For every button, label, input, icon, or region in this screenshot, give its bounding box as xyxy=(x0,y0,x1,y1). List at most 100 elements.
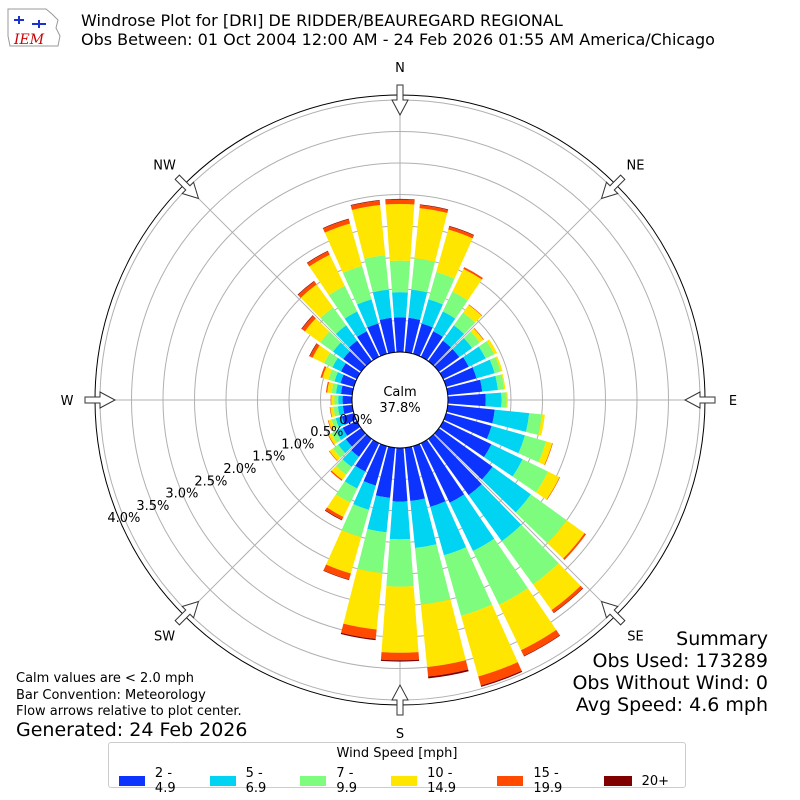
windrose-bar xyxy=(355,439,380,472)
windrose-bar xyxy=(335,384,343,395)
windrose-bar xyxy=(436,229,473,279)
windrose-bar xyxy=(389,501,411,540)
windrose-bar xyxy=(342,450,360,468)
windrose-bar xyxy=(325,381,330,393)
windrose-bar xyxy=(380,659,420,662)
windrose-bar xyxy=(463,346,486,367)
windrose-bar xyxy=(442,291,468,319)
windrose-bar xyxy=(392,292,408,318)
windrose-bars xyxy=(297,198,587,687)
windrose-bar xyxy=(485,392,502,408)
windrose-bar xyxy=(357,299,379,328)
legend-swatch xyxy=(119,776,145,786)
windrose-bar xyxy=(307,251,330,267)
windrose-bar xyxy=(392,447,408,502)
windrose-bar xyxy=(520,629,560,656)
windrose-bar xyxy=(331,418,339,430)
windrose-bar xyxy=(512,459,549,493)
summary-box: Summary Obs Used: 173289 Obs Without Win… xyxy=(572,628,768,716)
windrose-bar xyxy=(328,450,338,462)
legend-label: 5 - 6.9 xyxy=(245,766,267,796)
windrose-bar xyxy=(472,359,495,379)
windrose-bar xyxy=(335,427,348,441)
direction-label-sw: SW xyxy=(154,629,175,644)
windrose-bar xyxy=(329,407,333,418)
windrose-bar xyxy=(357,528,387,574)
windrose-bar xyxy=(345,428,366,447)
windrose-bar xyxy=(385,203,415,262)
windrose-bar xyxy=(312,345,331,364)
radial-tick-label: 2.0% xyxy=(223,462,256,477)
windrose-bar xyxy=(331,466,347,480)
windrose-bar xyxy=(327,434,335,446)
windrose-bar xyxy=(463,304,482,323)
windrose-bar xyxy=(331,431,342,443)
windrose-bar xyxy=(404,317,421,354)
radial-tick-label: 1.5% xyxy=(252,450,285,465)
windrose-bar xyxy=(501,392,507,408)
windrose-bar xyxy=(338,395,343,405)
flow-arrow-shape xyxy=(174,174,200,200)
flow-arrow-icon xyxy=(391,84,409,117)
windrose-bar xyxy=(434,428,493,480)
windrose-bar xyxy=(433,311,456,337)
windrose-bar xyxy=(326,494,351,517)
windrose-bar xyxy=(301,315,316,332)
windrose-bar xyxy=(344,465,366,489)
legend-title: Wind Speed [mph] xyxy=(336,746,458,761)
grid-spoke xyxy=(433,183,617,367)
windrose-bar xyxy=(322,366,333,380)
legend: Wind Speed [mph] 2 - 4.9 5 - 6.9 7 - 9.9 10… xyxy=(108,742,686,796)
windrose-bar xyxy=(328,369,338,382)
windrose-bar xyxy=(320,331,341,352)
radial-tick-label: 0.5% xyxy=(310,425,343,440)
windrose-bar xyxy=(415,544,451,605)
windrose-bar xyxy=(446,379,483,396)
windrose-bar xyxy=(538,441,553,465)
windrose-bar xyxy=(342,404,354,415)
windrose-bar xyxy=(480,375,498,392)
windrose-bar xyxy=(341,623,377,639)
radial-tick-label: 1.0% xyxy=(281,437,314,452)
windrose-bar xyxy=(309,254,345,296)
windrose-bar xyxy=(335,481,358,503)
radial-tick-label: 3.5% xyxy=(136,499,169,514)
note-bar-convention: Bar Convention: Meteorology xyxy=(16,687,206,703)
windrose-bar xyxy=(453,312,476,334)
windrose-bar xyxy=(335,459,352,475)
flow-arrow-icon xyxy=(600,174,626,200)
windrose-bar xyxy=(470,328,484,343)
windrose-bar xyxy=(304,318,330,343)
windrose-bar xyxy=(463,267,483,280)
windrose-bar xyxy=(544,443,553,466)
windrose-bar xyxy=(449,225,475,236)
windrose-bar xyxy=(340,374,357,387)
generated-date: Generated: 24 Feb 2026 xyxy=(16,719,248,741)
windrose-bar xyxy=(350,199,380,206)
windrose-bar xyxy=(375,446,396,498)
windrose-bar xyxy=(363,443,387,486)
windrose-bar xyxy=(452,337,473,358)
windrose-bar xyxy=(381,586,419,653)
windrose-bar xyxy=(446,404,495,424)
windrose-bar xyxy=(342,420,361,436)
legend-item: 5 - 6.9 xyxy=(209,766,285,796)
windrose-bar xyxy=(553,587,584,614)
windrose-bar xyxy=(306,250,329,264)
windrose-bar xyxy=(329,448,341,461)
windrose-bar xyxy=(341,413,357,425)
windrose-bar xyxy=(439,420,492,458)
windrose-bar xyxy=(413,443,446,507)
windrose-bar xyxy=(428,669,469,679)
windrose-bar xyxy=(298,281,317,298)
flow-arrow-icon xyxy=(174,174,200,200)
windrose-bar xyxy=(434,348,460,372)
windrose-bar xyxy=(525,413,542,435)
windrose-bar xyxy=(411,258,435,293)
windrose-bar xyxy=(330,394,332,406)
legend-swatch xyxy=(603,776,632,786)
windrose-bar xyxy=(330,406,336,418)
windrose-bar xyxy=(332,342,350,360)
windrose-bar xyxy=(328,285,358,319)
